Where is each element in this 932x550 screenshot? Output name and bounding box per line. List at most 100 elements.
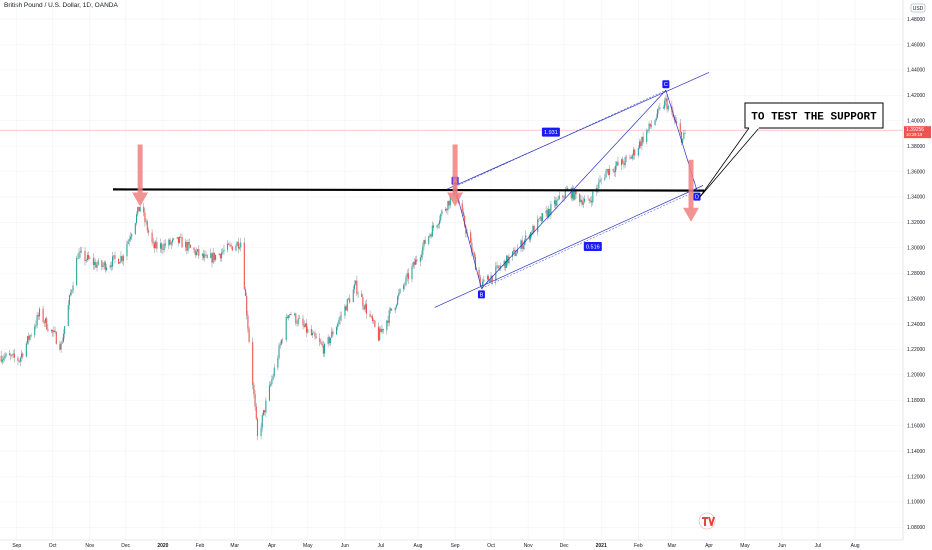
fib-ratio-label[interactable] (583, 241, 602, 251)
candle-body (252, 341, 254, 385)
candle-body (344, 306, 346, 316)
candle-body (498, 268, 500, 269)
candle-body (147, 230, 150, 233)
candle-body (122, 256, 124, 261)
candle-body (662, 107, 665, 109)
pattern-ac-leg[interactable] (454, 89, 666, 188)
candle-body (264, 410, 266, 413)
tradingview-logo-icon (698, 512, 716, 530)
candle-body (361, 293, 363, 297)
candle-body (26, 336, 29, 344)
down-arrow-icon[interactable] (447, 144, 464, 207)
candlestick-series (0, 94, 686, 441)
fib-ratio-label[interactable] (541, 127, 560, 137)
candle-body (412, 262, 414, 267)
candle-body (588, 198, 590, 201)
pattern-point-text: C (664, 82, 668, 88)
candle-body (533, 226, 535, 233)
pattern-point-label[interactable] (477, 290, 485, 299)
candle-body (638, 141, 641, 149)
candle-body (583, 198, 585, 202)
candle-body (562, 195, 564, 198)
candle-body (294, 313, 296, 315)
callout-pointer[interactable] (699, 127, 760, 198)
candle-body (97, 260, 99, 265)
price-axis-background (903, 0, 932, 540)
candle-body (335, 327, 338, 335)
pattern-point-text: D (695, 195, 699, 201)
candle-body (94, 261, 96, 265)
candle-body (421, 255, 423, 258)
candle-body (532, 226, 534, 235)
candle-body (38, 308, 41, 317)
candle-body (139, 206, 141, 212)
candle-body (35, 324, 37, 327)
candle-body (416, 259, 418, 262)
candle-body (119, 262, 121, 264)
candle-body (4, 356, 6, 359)
candle-body (394, 307, 396, 311)
down-arrow-icon[interactable] (683, 159, 700, 222)
price-axis[interactable]: USD 1.480001.460001.440001.420001.400001… (902, 0, 932, 540)
candle-body (650, 125, 653, 127)
candle-body (656, 109, 659, 118)
abcd-pattern-path[interactable] (454, 89, 698, 290)
candle-body (347, 298, 350, 300)
candle-body (370, 316, 372, 317)
candle-body (268, 385, 271, 401)
price-tick: 1.44000 (907, 68, 925, 74)
candle-body (381, 328, 383, 333)
support-line[interactable] (112, 188, 705, 192)
candle-countdown: 10:29:19 (906, 132, 923, 137)
down-arrow-icon[interactable] (132, 144, 149, 207)
candle-body (110, 265, 112, 267)
channel-lower-line[interactable] (434, 185, 704, 308)
pattern-bd-leg[interactable] (481, 190, 698, 289)
candle-body (397, 296, 399, 305)
candle-body (491, 275, 493, 281)
candle-body (131, 233, 133, 237)
candle-body (244, 289, 247, 297)
candle-body (573, 188, 575, 200)
callout-box[interactable] (744, 102, 884, 129)
candle-body (431, 225, 433, 237)
candle-body (676, 121, 678, 124)
time-tick: Jun (341, 543, 349, 549)
candle-body (413, 262, 415, 265)
pattern-point-label[interactable] (662, 80, 670, 89)
candle-body (489, 280, 491, 283)
candle-body (373, 320, 375, 322)
currency-badge[interactable] (910, 3, 926, 13)
candle-body (461, 203, 463, 212)
time-tick: 2020 (157, 543, 168, 549)
candle-body (303, 325, 305, 327)
candle-body (557, 198, 559, 200)
candle-body (163, 243, 165, 250)
time-tick: Oct (487, 543, 495, 549)
candle-body (320, 341, 322, 344)
time-axis[interactable]: Sep Oct Nov Dec 2020 Feb Mar Apr May Jun Jul Aug Sep… (0, 539, 932, 550)
candle-body (50, 329, 53, 332)
candle-body (109, 265, 111, 268)
time-tick: Mar (230, 543, 239, 549)
channel-upper-line[interactable] (446, 72, 710, 190)
candle-body (500, 265, 502, 269)
candle-body (126, 243, 128, 257)
candle-body (288, 315, 290, 318)
pattern-point-label[interactable] (693, 192, 701, 201)
candle-body (243, 242, 245, 290)
price-tick-labels: 1.48000 1.46000 1.44000 1.42000 1.40000 1.380… (907, 17, 925, 531)
candle-body (405, 277, 407, 285)
price-tick: 1.08000 (907, 525, 925, 531)
candle-body (271, 379, 273, 384)
candle-body (37, 315, 39, 317)
candle-body (615, 165, 617, 173)
candle-body (617, 161, 619, 166)
candle-body (9, 353, 11, 356)
candle-body (273, 367, 275, 377)
candle-body (155, 241, 157, 249)
candle-body (538, 218, 540, 220)
candle-body (246, 296, 248, 316)
